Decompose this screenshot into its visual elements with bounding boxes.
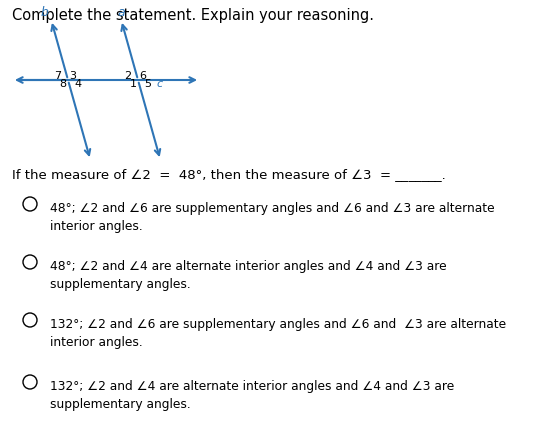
Text: a: a	[117, 5, 125, 19]
Text: 2: 2	[124, 71, 131, 81]
Text: 132°; ∠2 and ∠4 are alternate interior angles and ∠4 and ∠3 are
supplementary an: 132°; ∠2 and ∠4 are alternate interior a…	[50, 380, 454, 411]
Text: 48°; ∠2 and ∠6 are supplementary angles and ∠6 and ∠3 are alternate
interior ang: 48°; ∠2 and ∠6 are supplementary angles …	[50, 202, 495, 233]
Text: 132°; ∠2 and ∠6 are supplementary angles and ∠6 and  ∠3 are alternate
interior a: 132°; ∠2 and ∠6 are supplementary angles…	[50, 318, 506, 349]
Text: 4: 4	[75, 79, 81, 89]
Text: 7: 7	[55, 71, 62, 81]
Text: If the measure of ∠2  =  48°, then the measure of ∠3  = _______.: If the measure of ∠2 = 48°, then the mea…	[12, 168, 446, 181]
Text: 6: 6	[139, 71, 146, 81]
Text: 5: 5	[145, 79, 152, 89]
Text: Complete the statement. Explain your reasoning.: Complete the statement. Explain your rea…	[12, 8, 374, 23]
Text: b: b	[40, 5, 48, 19]
Text: c: c	[157, 79, 163, 89]
Text: 48°; ∠2 and ∠4 are alternate interior angles and ∠4 and ∠3 are
supplementary ang: 48°; ∠2 and ∠4 are alternate interior an…	[50, 260, 446, 291]
Text: 8: 8	[59, 79, 66, 89]
Text: 3: 3	[70, 71, 77, 81]
Text: 1: 1	[130, 79, 137, 89]
